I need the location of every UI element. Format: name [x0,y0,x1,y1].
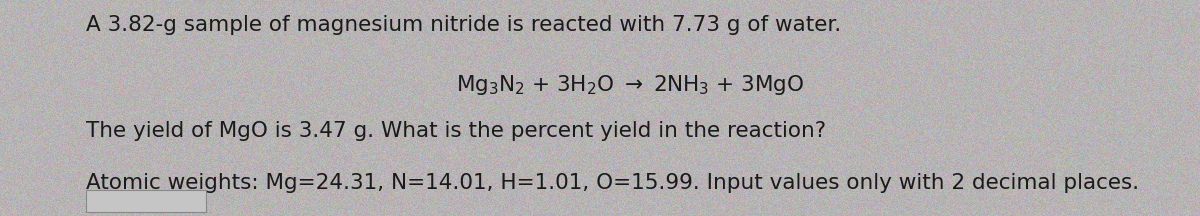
Text: Atomic weights: Mg=24.31, N=14.01, H=1.01, O=15.99. Input values only with 2 dec: Atomic weights: Mg=24.31, N=14.01, H=1.0… [86,173,1140,193]
Text: Mg$_3$N$_2$ + 3H$_2$O $\rightarrow$ 2NH$_3$ + 3MgO: Mg$_3$N$_2$ + 3H$_2$O $\rightarrow$ 2NH$… [456,73,804,97]
Text: A 3.82-g sample of magnesium nitride is reacted with 7.73 g of water.: A 3.82-g sample of magnesium nitride is … [86,15,841,35]
Text: The yield of MgO is 3.47 g. What is the percent yield in the reaction?: The yield of MgO is 3.47 g. What is the … [86,121,827,141]
Bar [86,190,206,212]
